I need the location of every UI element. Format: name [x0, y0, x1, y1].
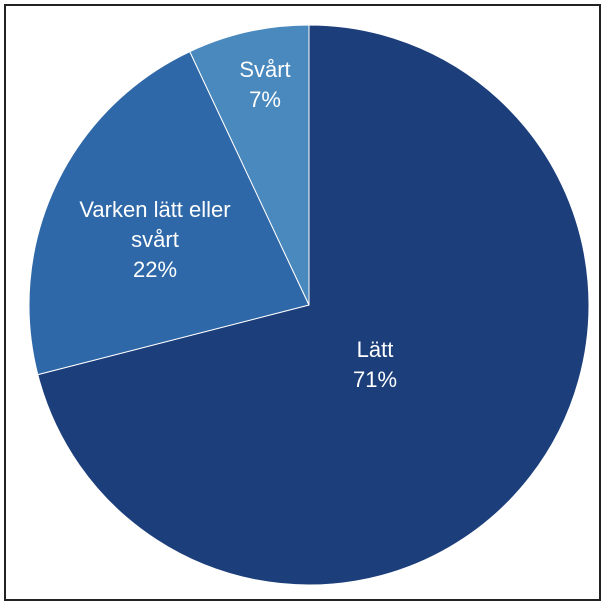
slice-label: Varken lätt eller svårt 22% [75, 195, 235, 285]
slice-label: Lätt 71% [295, 335, 455, 395]
chart-frame [4, 4, 601, 601]
category-label: Varken lätt eller svårt [79, 197, 231, 252]
slice-label: Svårt 7% [185, 55, 345, 115]
value-label: 22% [132, 257, 178, 282]
value-label: 71% [352, 367, 398, 392]
pie-slice [37, 24, 590, 586]
value-label: 7% [249, 87, 281, 112]
pie-slice [28, 50, 310, 376]
category-label: Svårt [239, 57, 291, 82]
pie-slice [189, 24, 310, 306]
category-label: Lätt [356, 337, 394, 362]
